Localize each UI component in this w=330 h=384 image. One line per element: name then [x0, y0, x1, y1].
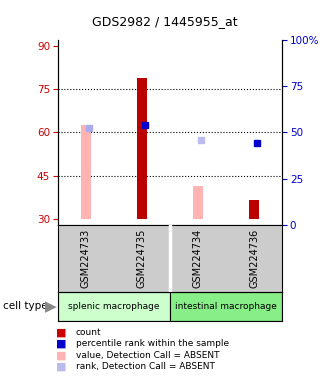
Text: intestinal macrophage: intestinal macrophage: [175, 302, 277, 311]
Text: ■: ■: [56, 350, 66, 360]
Bar: [193, 186, 203, 219]
Text: splenic macrophage: splenic macrophage: [68, 302, 160, 311]
Text: ■: ■: [56, 339, 66, 349]
Bar: [137, 78, 147, 219]
Text: ■: ■: [56, 327, 66, 337]
Text: percentile rank within the sample: percentile rank within the sample: [76, 339, 229, 348]
Text: ■: ■: [56, 362, 66, 372]
Text: GSM224733: GSM224733: [81, 228, 91, 288]
Bar: [249, 200, 259, 219]
Text: ▶: ▶: [45, 299, 57, 314]
Bar: [58, 292, 170, 321]
Text: count: count: [76, 328, 102, 337]
Text: GSM224735: GSM224735: [137, 228, 147, 288]
Text: GSM224736: GSM224736: [249, 228, 259, 288]
Text: cell type: cell type: [3, 301, 48, 311]
Text: GSM224734: GSM224734: [193, 228, 203, 288]
Bar: [170, 292, 282, 321]
Bar: [81, 125, 91, 219]
Text: value, Detection Call = ABSENT: value, Detection Call = ABSENT: [76, 351, 219, 360]
Text: rank, Detection Call = ABSENT: rank, Detection Call = ABSENT: [76, 362, 215, 371]
Text: GDS2982 / 1445955_at: GDS2982 / 1445955_at: [92, 15, 238, 28]
